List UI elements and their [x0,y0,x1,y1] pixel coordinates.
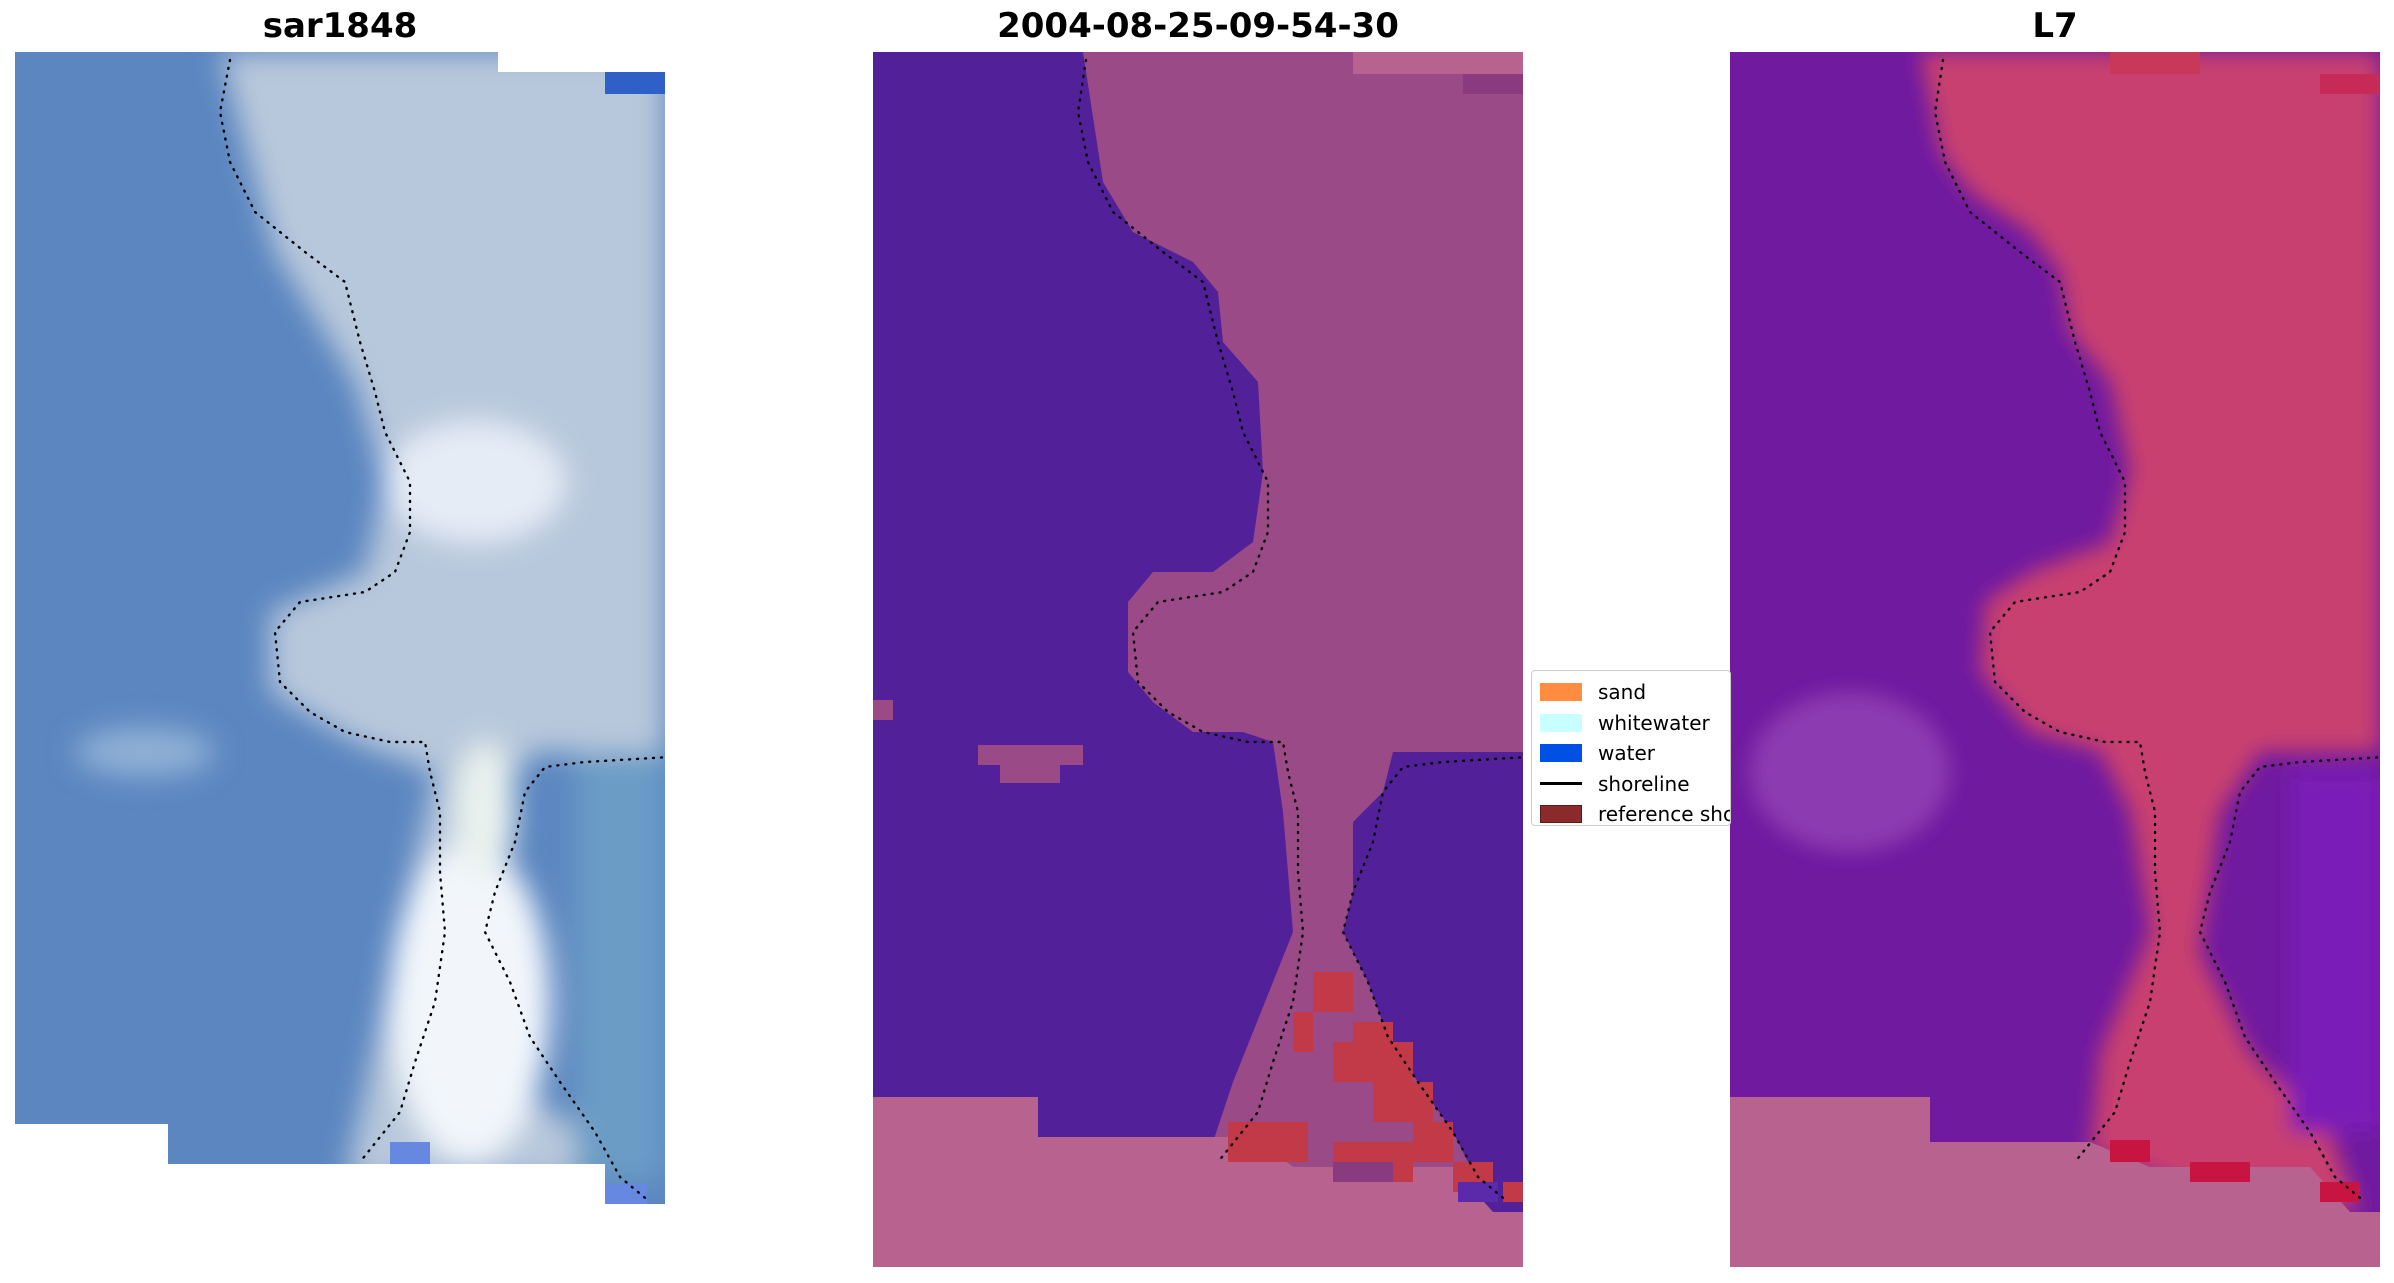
legend-label-water: water [1598,741,1655,766]
legend-label-reference-shoreline: reference shoreline [1598,802,1730,826]
l7-panel [1730,52,2380,1267]
sar-image [15,52,665,1204]
whitewater-swatch [1540,713,1582,732]
classification-image [873,52,1523,1267]
panel-title-sar: sar1848 [262,6,418,46]
reference-shoreline-swatch [1540,805,1582,824]
shoreline-line-swatch [1540,782,1582,786]
legend-item-sand: sand [1540,677,1730,708]
legend-label-sand: sand [1598,680,1647,705]
l7-image [1730,52,2380,1267]
reference-shoreline-areas [1228,972,1523,1202]
panel-title-classification: 2004-08-25-09-54-30 [997,6,1399,46]
shoreline-dots [1933,58,2380,1204]
legend-item-water: water [1540,738,1730,769]
water-swatch [1540,744,1582,763]
shoreline-dots [218,58,665,1204]
legend-label-whitewater: whitewater [1598,710,1710,735]
legend-item-whitewater: whitewater [1540,708,1730,739]
legend: sand whitewater water shoreline referenc… [1531,670,1731,826]
panel-title-l7: L7 [2032,6,2078,46]
legend-item-reference-shoreline: reference shoreline [1540,799,1730,826]
sar-image-panel [15,52,665,1267]
sand-swatch [1540,683,1582,702]
shoreline-dots [1076,58,1523,1204]
classification-panel [873,52,1523,1267]
legend-item-shoreline: shoreline [1540,769,1730,800]
legend-label-shoreline: shoreline [1598,771,1690,796]
